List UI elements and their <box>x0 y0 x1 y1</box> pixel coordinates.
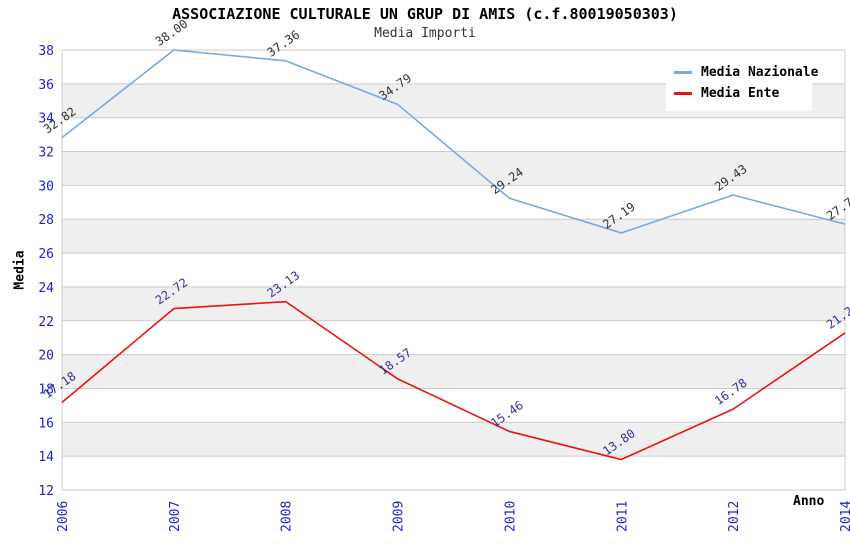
x-tick-label: 2007 <box>168 501 183 532</box>
plot-band <box>62 422 845 457</box>
legend-label-media-nazionale: Media Nazionale <box>701 65 819 80</box>
media-ente-line-swatch <box>674 92 692 95</box>
x-tick-label: 2009 <box>392 501 407 532</box>
chart-subtitle: Media Importi <box>374 26 476 41</box>
legend: Media Nazionale Media Ente <box>666 56 818 111</box>
plot-border <box>61 49 846 491</box>
media-nazionale-value-label: 32.82 <box>41 104 79 136</box>
y-axis-title: Media <box>12 250 28 290</box>
legend-label-media-ente: Media Ente <box>701 86 780 101</box>
x-tick-label: 2014 <box>839 501 850 532</box>
media-nazionale-value-label: 37.36 <box>265 27 303 59</box>
media-nazionale-value-label: 38.00 <box>153 17 191 49</box>
y-tick-label: 12 <box>38 484 54 499</box>
x-tick-label: 2011 <box>615 501 630 532</box>
y-tick-label: 38 <box>38 44 54 59</box>
y-tick-label: 18 <box>38 382 54 397</box>
y-tick-label: 22 <box>38 315 54 330</box>
y-tick-label: 34 <box>38 112 54 127</box>
y-tick-label: 32 <box>38 146 54 161</box>
y-tick-label: 14 <box>38 450 54 465</box>
y-tick-label: 20 <box>38 349 54 364</box>
y-tick-label: 30 <box>38 179 54 194</box>
y-tick-label: 16 <box>38 416 54 431</box>
x-tick-label: 2006 <box>56 501 71 532</box>
x-axis-title: Anno <box>793 494 825 509</box>
y-tick-label: 36 <box>38 78 54 93</box>
media-nazionale-line-swatch <box>674 71 692 74</box>
legend-item-media-nazionale: Media Nazionale <box>674 62 818 83</box>
x-tick-label: 2008 <box>280 501 295 532</box>
plot-band <box>62 354 845 389</box>
y-tick-label: 28 <box>38 213 54 228</box>
y-tick-label: 26 <box>38 247 54 262</box>
media-nazionale-value-label: 27.71 <box>824 191 850 223</box>
media-ente-line <box>61 300 846 461</box>
plot-band <box>62 151 845 186</box>
chart-title: ASSOCIAZIONE CULTURALE UN GRUP DI AMIS (… <box>172 5 678 23</box>
legend-item-media-ente: Media Ente <box>674 83 804 104</box>
x-tick-label: 2012 <box>727 501 742 532</box>
plot-band <box>62 286 845 321</box>
x-tick-label: 2010 <box>503 501 518 532</box>
media-nazionale-line <box>61 49 846 234</box>
plot-band <box>62 219 845 254</box>
y-tick-label: 24 <box>38 281 54 296</box>
